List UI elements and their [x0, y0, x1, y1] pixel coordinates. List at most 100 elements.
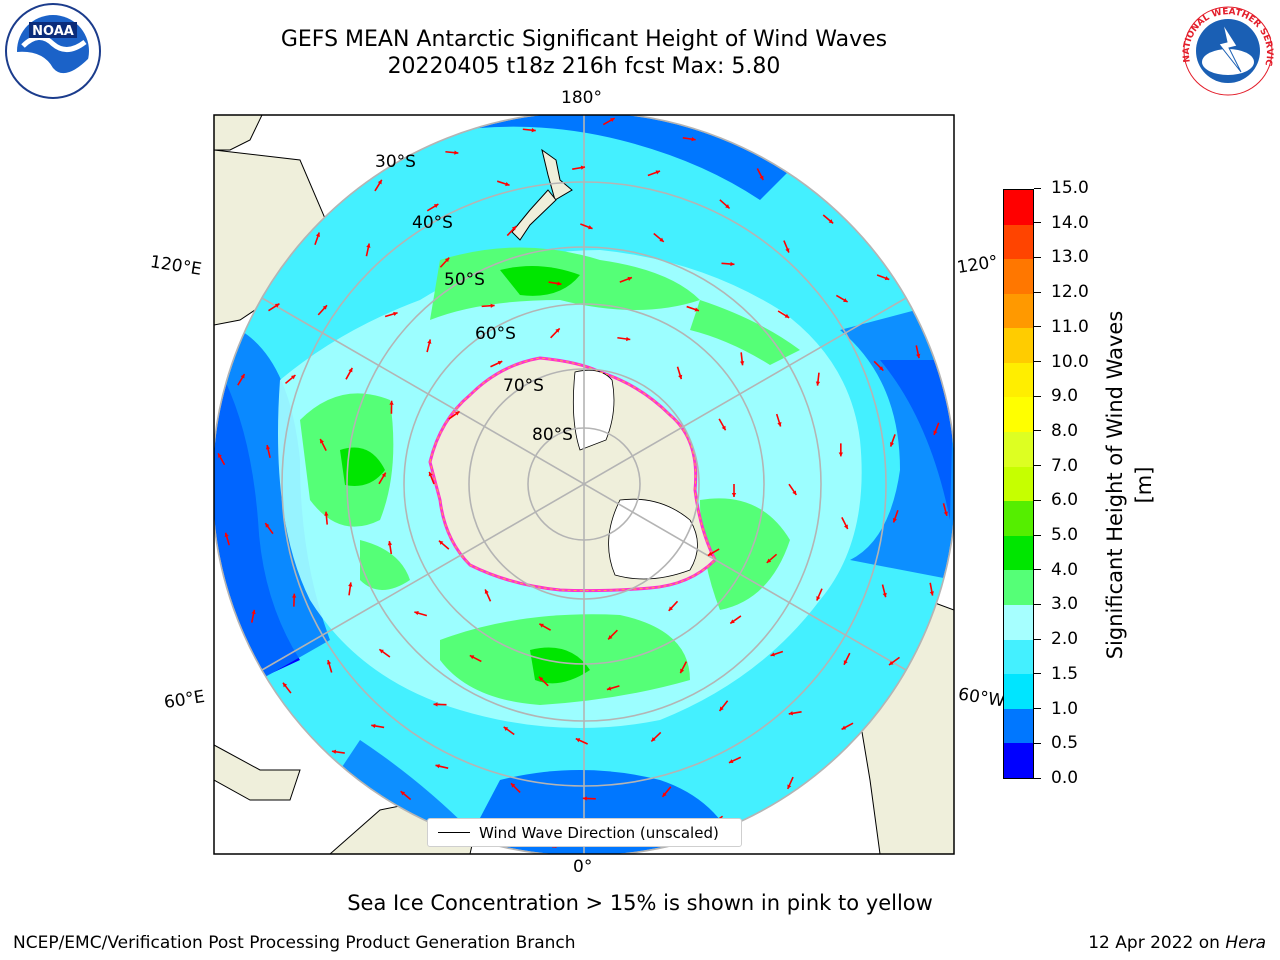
lon-label-180: 180° — [561, 88, 602, 108]
colorbar-segment — [1004, 605, 1033, 640]
wave-arrow-head — [455, 411, 460, 416]
wave-arrow-head — [538, 676, 544, 682]
nws-logo-icon: NATIONAL WEATHER SERVICE — [1179, 2, 1275, 98]
wave-arrow-head — [626, 336, 631, 342]
wave-arrow-head — [366, 243, 371, 248]
wave-arrow-head — [224, 532, 229, 538]
wave-arrow-head — [759, 175, 764, 181]
wave-arrow-head — [484, 589, 489, 594]
wave-arrow-head — [606, 686, 612, 691]
colorbar-segment — [1004, 570, 1033, 606]
colorbar-tick: 4.0 — [1034, 560, 1078, 580]
wave-arrow-head — [490, 303, 495, 308]
footer-date-text: 12 Apr 2022 on — [1088, 933, 1226, 953]
wave-arrow-head — [315, 232, 320, 237]
colorbar-tick: 11.0 — [1034, 317, 1089, 337]
wave-arrow-head — [505, 181, 510, 187]
colorbar-tick-label: 1.5 — [1051, 663, 1079, 684]
lat-label-80s: 80°S — [532, 425, 573, 445]
wave-arrow-head — [381, 472, 386, 478]
colorbar-tick: 9.0 — [1034, 386, 1078, 406]
colorbar-segment — [1004, 535, 1033, 571]
colorbar-segment — [1004, 328, 1033, 363]
wave-arrow-head — [785, 248, 790, 253]
wave-arrow-head — [414, 611, 419, 616]
lat-label-60s: 60°S — [475, 324, 516, 344]
wave-arrow-head — [531, 128, 536, 133]
wave-arrow-head — [469, 655, 475, 660]
noaa-logo-text: NOAA — [32, 24, 74, 39]
colorbar-tick-label: 8.0 — [1051, 420, 1079, 441]
wave-arrow-head — [539, 623, 544, 628]
wave-arrow-head — [728, 759, 734, 764]
wave-arrow-head — [719, 706, 724, 711]
colorbar-segment — [1004, 708, 1033, 744]
wave-arrow-head — [582, 796, 587, 801]
wave-arrow-head — [433, 204, 439, 208]
colorbar-tick: 14.0 — [1034, 213, 1089, 233]
colorbar-tick-label: 0.0 — [1051, 768, 1079, 788]
footer-credit: NCEP/EMC/Verification Post Processing Pr… — [13, 933, 576, 953]
new-zealand-south — [511, 189, 557, 241]
lat-label-50s: 50°S — [444, 270, 485, 290]
wave-arrow-head — [511, 226, 517, 231]
wave-arrow-head — [218, 453, 222, 458]
chart-subtitle: 20220405 t18z 216h fcst Max: 5.80 — [387, 54, 781, 79]
lat-label-30s: 30°S — [375, 152, 416, 172]
wave-arrow-head — [292, 593, 297, 598]
wave-arrow-head — [691, 137, 696, 142]
colorbar-tick-label: 9.0 — [1051, 386, 1079, 407]
wave-arrow-head — [721, 425, 726, 431]
wave-arrow-head — [725, 204, 730, 209]
wave-arrow-head — [510, 783, 516, 788]
wave-arrow-head — [427, 339, 432, 344]
colorbar-tick: 13.0 — [1034, 247, 1089, 267]
wave-arrow-head — [327, 660, 332, 665]
colorbar-tick-label: 13.0 — [1051, 247, 1089, 268]
colorbar-segment — [1004, 224, 1033, 260]
wave-arrow-head — [371, 723, 376, 729]
colorbar-segment — [1004, 189, 1033, 225]
colorbar-tick-label: 0.5 — [1051, 733, 1079, 754]
colorbar — [1003, 189, 1034, 779]
wave-arrow-head — [784, 313, 790, 318]
wave-arrow-head — [943, 511, 948, 516]
noaa-logo-icon: NOAA — [5, 3, 101, 99]
colorbar-tick-label: 7.0 — [1051, 455, 1079, 476]
legend-line-icon — [438, 832, 470, 833]
colorbar-tick: 6.0 — [1034, 490, 1078, 510]
wave-arrow-head — [387, 541, 393, 546]
wave-arrow-head — [393, 311, 398, 316]
wave-arrow-head — [792, 490, 797, 495]
wave-arrow-head — [892, 518, 897, 523]
colorbar-tick-label: 15.0 — [1051, 178, 1089, 198]
wave-arrow-head — [889, 660, 894, 666]
wave-arrow-head — [770, 652, 775, 657]
wave-arrow-head — [555, 328, 560, 333]
colorbar-tick: 0.0 — [1034, 768, 1078, 788]
colorbar-tick: 2.0 — [1034, 629, 1078, 649]
colorbar-tick: 10.0 — [1034, 352, 1089, 372]
wave-arrow-head — [731, 493, 737, 497]
lat-label-40s: 40°S — [412, 213, 453, 233]
wave-arrow-head — [588, 225, 593, 230]
wave-arrow-head — [608, 635, 613, 640]
wave-arrow-head — [320, 439, 324, 444]
wave-arrow-head — [348, 582, 353, 587]
colorbar-segment — [1004, 501, 1033, 536]
wave-arrow-head — [377, 179, 382, 185]
colorbar-segment — [1004, 362, 1033, 398]
wave-arrow-head — [435, 764, 440, 769]
colorbar-segment — [1004, 743, 1033, 778]
wave-arrow-head — [379, 649, 384, 654]
colorbar-tick-label: 10.0 — [1051, 351, 1089, 372]
colorbar-tick: 7.0 — [1034, 456, 1078, 476]
wave-arrow-head — [454, 150, 459, 155]
wave-arrow-head — [348, 367, 353, 373]
colorbar-segment — [1004, 259, 1033, 294]
wave-arrow-head — [680, 668, 685, 674]
wave-arrow-head — [240, 374, 245, 379]
wave-arrow-head — [282, 682, 288, 688]
wave-arrow-head — [841, 725, 847, 730]
